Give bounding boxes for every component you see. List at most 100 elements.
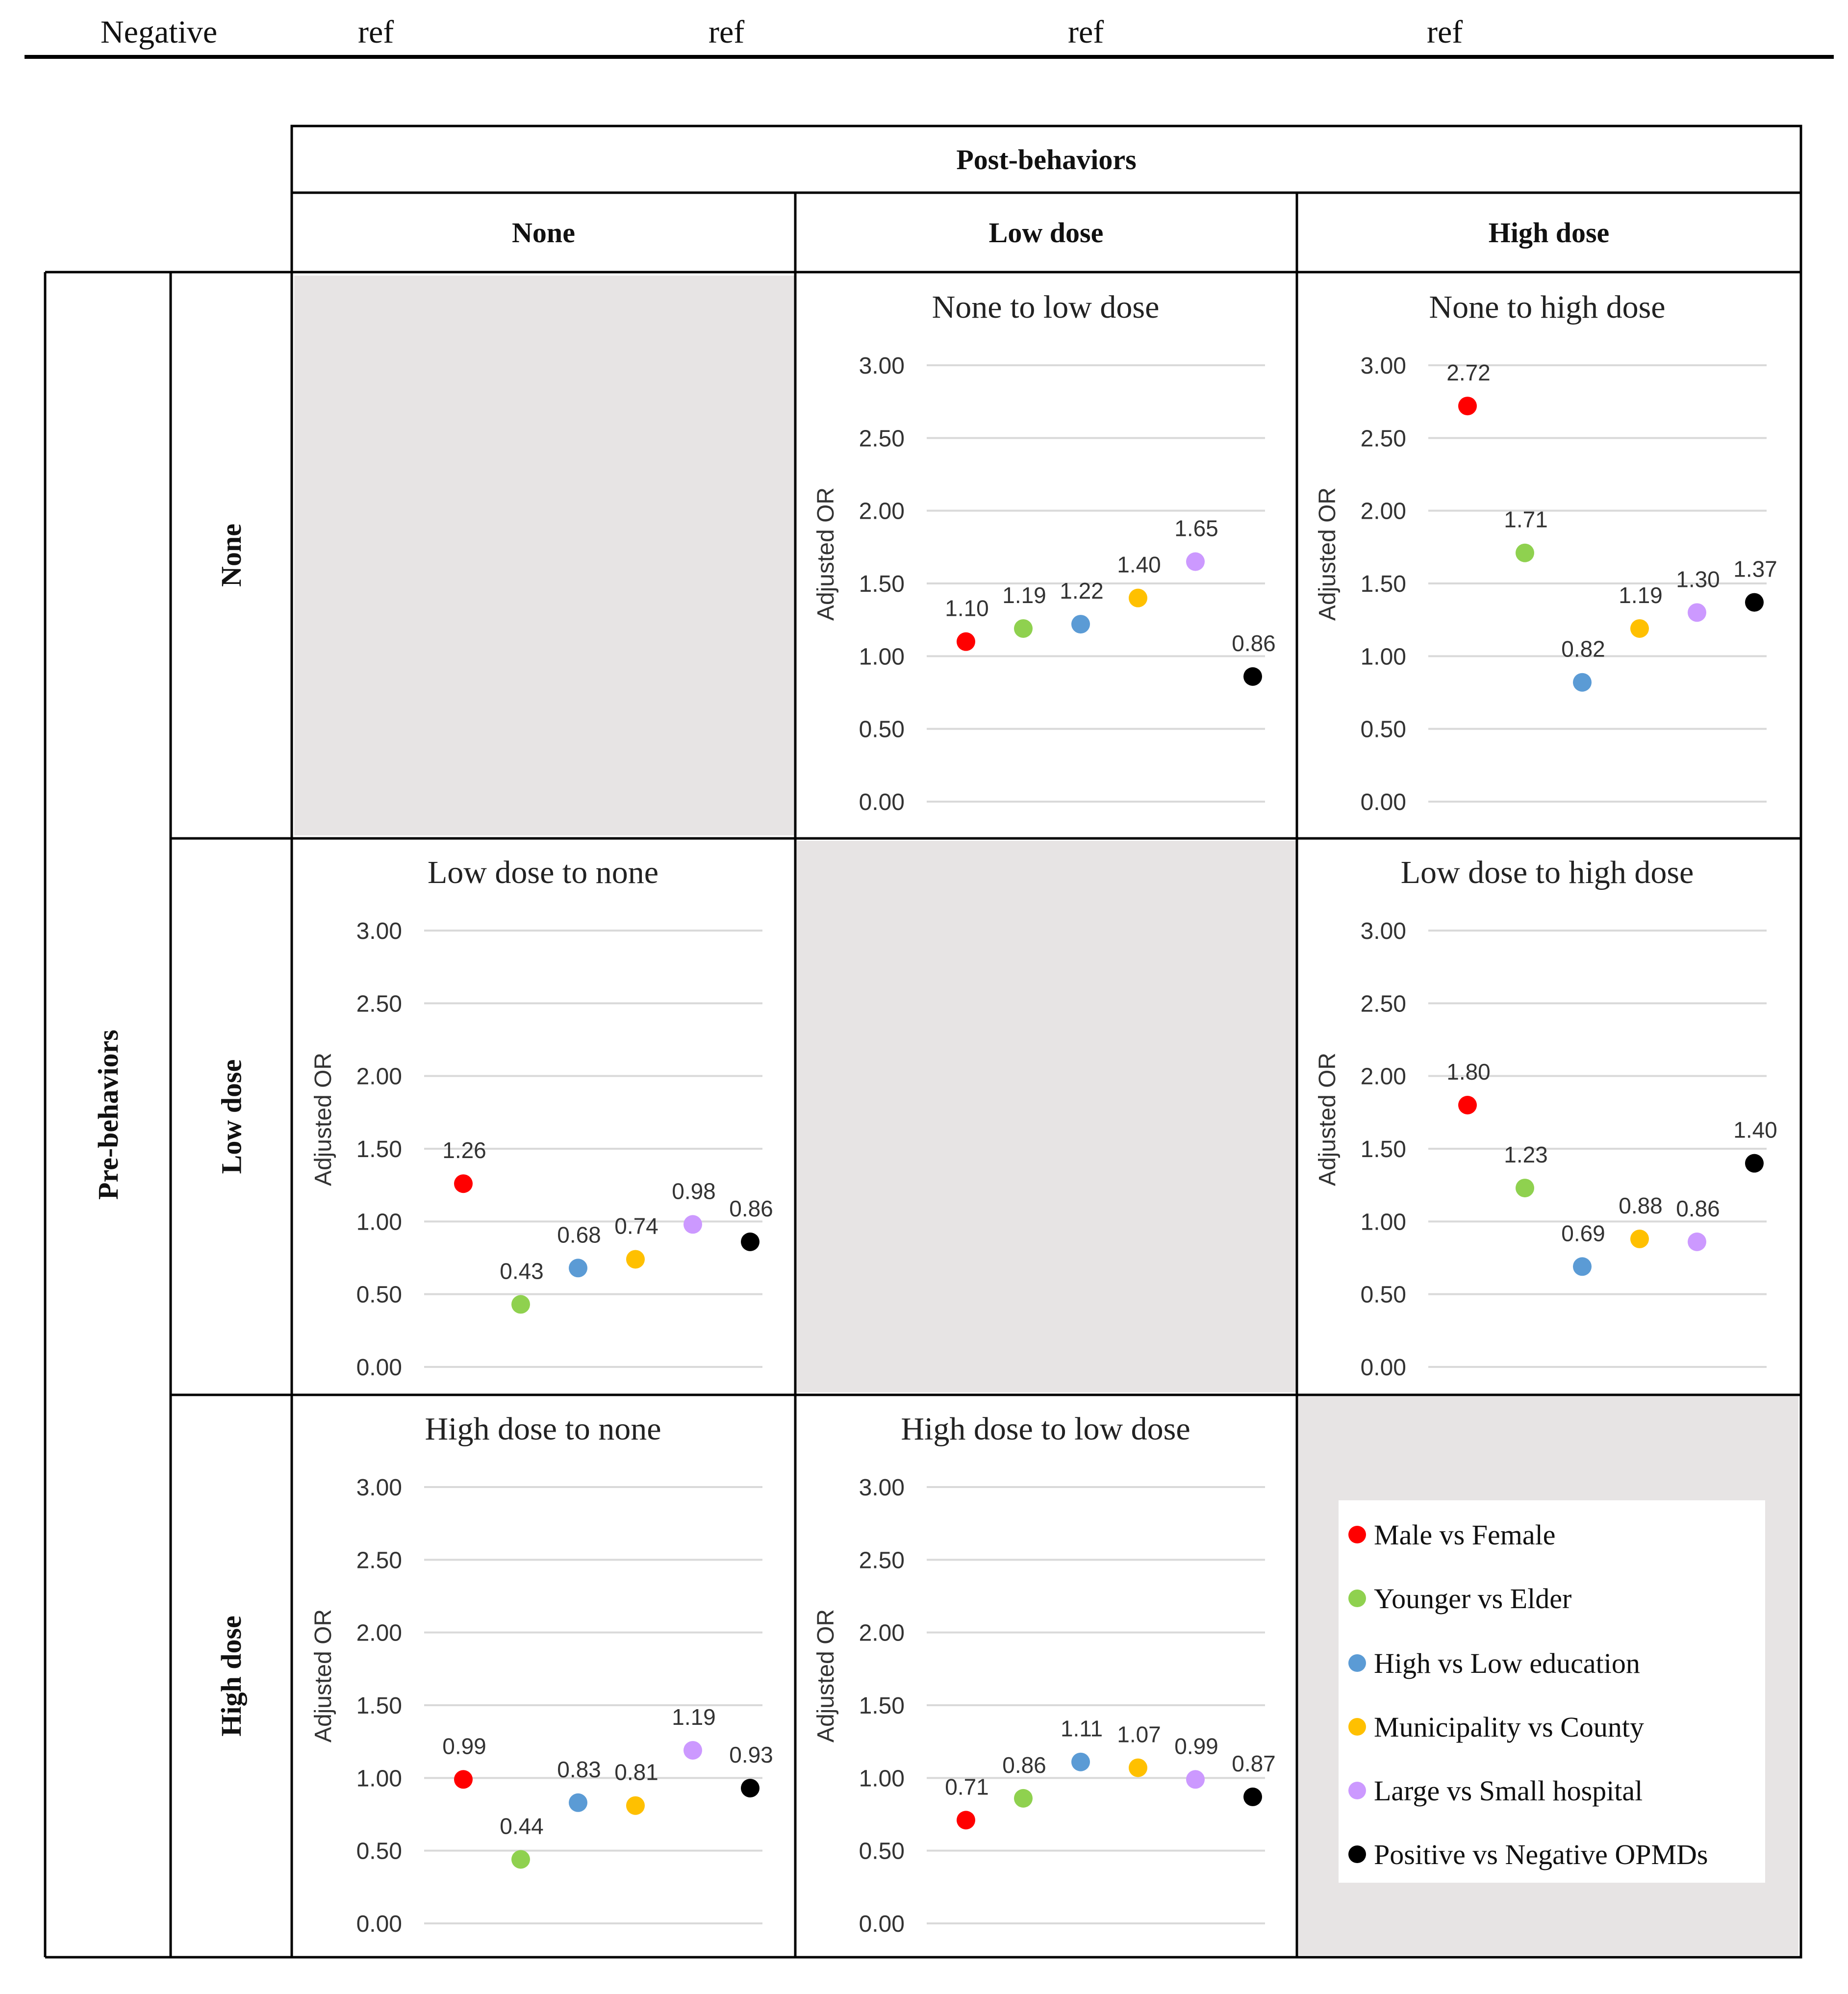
- legend-label: Male vs Female: [1374, 1518, 1556, 1551]
- y-tick-label: 0.50: [859, 717, 905, 743]
- legend-item: Large vs Small hospital: [1348, 1766, 1643, 1815]
- y-tick-label: 2.00: [1361, 499, 1406, 525]
- data-point: [1688, 603, 1706, 622]
- y-tick-label: 1.00: [1361, 644, 1406, 670]
- legend-dot-icon: [1348, 1590, 1366, 1607]
- data-label: 1.37: [1733, 556, 1777, 582]
- data-point: [957, 632, 975, 651]
- pre-behaviors-header: Pre-behaviors: [45, 272, 171, 1957]
- legend-dot-icon: [1348, 1526, 1366, 1543]
- row-header-none: None: [171, 272, 292, 838]
- pre-behaviors-label: Pre-behaviors: [92, 1030, 124, 1200]
- post-behaviors-header: Post-behaviors: [956, 143, 1137, 176]
- data-label: 0.86: [1676, 1196, 1720, 1221]
- y-tick-label: 2.50: [356, 991, 402, 1017]
- data-label: 0.68: [557, 1222, 601, 1247]
- data-label: 0.83: [557, 1757, 601, 1782]
- chart-title: High dose to low dose: [901, 1411, 1190, 1447]
- data-label: 0.93: [729, 1742, 773, 1767]
- data-point: [1688, 1232, 1706, 1251]
- y-tick-label: 0.00: [1361, 789, 1406, 815]
- data-label: 1.71: [1504, 507, 1548, 532]
- data-label: 1.19: [1002, 582, 1046, 608]
- data-point: [684, 1741, 702, 1760]
- y-tick-label: 0.00: [356, 1355, 402, 1381]
- y-tick-label: 1.50: [859, 571, 905, 597]
- data-point: [511, 1850, 530, 1869]
- y-tick-label: 2.00: [1361, 1064, 1406, 1090]
- ref-label-2: ref: [709, 14, 745, 50]
- data-point: [741, 1232, 759, 1251]
- legend-dot-icon: [1348, 1654, 1366, 1672]
- top-rule: [25, 55, 1834, 59]
- legend: Male vs Female Younger vs Elder High vs …: [1339, 1500, 1765, 1883]
- chart-svg: High dose to low dose 0.00 0.50 1.00 1.50 2.0…: [813, 1411, 1276, 1937]
- data-point: [1573, 673, 1592, 692]
- legend-item: Male vs Female: [1348, 1510, 1555, 1559]
- empty-cell-low-low: [797, 841, 1297, 1392]
- legend-item: Positive vs Negative OPMDs: [1348, 1830, 1708, 1879]
- negative-label: Negative: [101, 14, 218, 50]
- data-point: [1573, 1257, 1592, 1276]
- y-tick-label: 2.50: [1361, 426, 1406, 452]
- data-point: [1243, 667, 1262, 686]
- col-header-high-dose: High dose: [1488, 216, 1610, 249]
- data-label: 0.98: [672, 1178, 716, 1204]
- data-label: 0.99: [442, 1733, 486, 1759]
- legend-label: Younger vs Elder: [1374, 1582, 1572, 1615]
- legend-dot-icon: [1348, 1718, 1366, 1736]
- data-label: 0.74: [614, 1213, 658, 1238]
- legend-label: Positive vs Negative OPMDs: [1374, 1838, 1708, 1870]
- data-point: [684, 1215, 702, 1234]
- data-point: [1630, 619, 1649, 638]
- y-tick-label: 2.50: [1361, 991, 1406, 1017]
- chart-title: Low dose to high dose: [1401, 855, 1694, 890]
- y-tick-label: 0.00: [859, 1911, 905, 1937]
- y-tick-label: 3.00: [859, 1475, 905, 1501]
- y-tick-label: 2.00: [356, 1620, 402, 1646]
- legend-dot-icon: [1348, 1845, 1366, 1863]
- chart-title: Low dose to none: [428, 855, 658, 890]
- chart-title: None to low dose: [932, 289, 1160, 325]
- data-point: [1243, 1787, 1262, 1806]
- data-label: 1.22: [1060, 578, 1104, 604]
- data-label: 1.40: [1733, 1117, 1777, 1143]
- data-label: 0.88: [1619, 1193, 1663, 1218]
- y-tick-label: 2.00: [859, 499, 905, 525]
- col-header-low-dose: Low dose: [988, 216, 1104, 249]
- chart-low-dose-to-high-dose: Low dose to high dose 0.00 0.50 1.00 1.50 2.0…: [1298, 840, 1796, 1396]
- y-tick-label: 1.50: [356, 1693, 402, 1719]
- data-point: [454, 1770, 473, 1789]
- data-label: 1.30: [1676, 566, 1720, 592]
- legend-item: Municipality vs County: [1348, 1702, 1644, 1751]
- data-point: [626, 1796, 645, 1815]
- data-point: [1630, 1229, 1649, 1248]
- y-tick-label: 1.00: [356, 1766, 402, 1792]
- data-point: [569, 1259, 587, 1278]
- data-point: [1186, 552, 1205, 571]
- data-label: 0.86: [729, 1196, 773, 1221]
- data-point: [1458, 1096, 1477, 1114]
- y-tick-label: 0.50: [1361, 1282, 1406, 1308]
- data-label: 1.19: [1619, 582, 1663, 608]
- y-axis-label: Adjusted OR: [1315, 487, 1341, 621]
- data-point: [1516, 543, 1534, 562]
- data-point: [1129, 1758, 1147, 1777]
- y-tick-label: 1.00: [859, 1766, 905, 1792]
- y-axis-label: Adjusted OR: [310, 1053, 336, 1186]
- chart-svg: None to high dose 0.00 0.50 1.00 1.50 2.00 2.5…: [1315, 289, 1777, 815]
- row-header-none-label: None: [215, 524, 247, 587]
- ref-label-4: ref: [1427, 14, 1463, 50]
- chart-none-to-low-dose: None to low dose 0.00 0.50 1.00 1.50 2.00 2.50…: [797, 275, 1294, 831]
- data-point: [957, 1811, 975, 1830]
- data-label: 0.87: [1232, 1751, 1276, 1776]
- legend-label: High vs Low education: [1374, 1647, 1640, 1679]
- chart-title: None to high dose: [1429, 289, 1665, 325]
- y-tick-label: 0.50: [356, 1839, 402, 1865]
- data-point: [1458, 397, 1477, 416]
- chart-high-dose-to-none: High dose to none 0.00 0.50 1.00 1.50 2.00 2.5…: [294, 1396, 792, 1953]
- y-axis-label: Adjusted OR: [1315, 1053, 1341, 1186]
- data-point: [1129, 588, 1147, 607]
- data-label: 0.86: [1002, 1752, 1046, 1778]
- data-point: [1516, 1179, 1534, 1198]
